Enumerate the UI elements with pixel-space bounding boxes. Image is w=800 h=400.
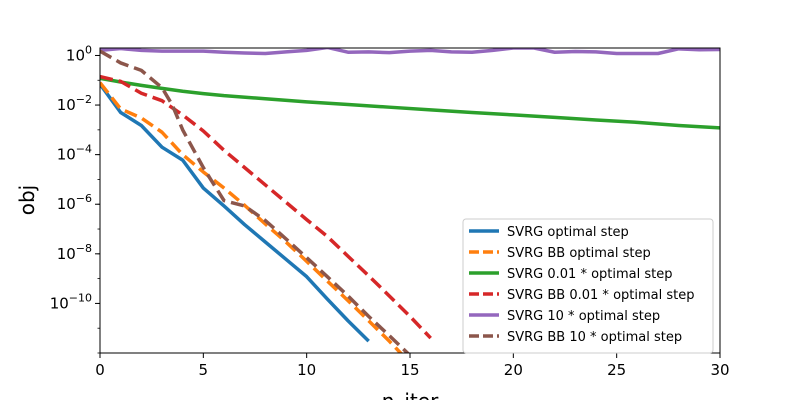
legend-label-0: SVRG optimal step xyxy=(507,225,629,240)
y-tick-label: 10−2 xyxy=(57,93,92,114)
y-tick-label: 10−10 xyxy=(50,291,92,312)
legend-label-5: SVRG BB 10 * optimal step xyxy=(507,330,682,345)
x-tick-label: 10 xyxy=(297,361,316,379)
legend-box xyxy=(462,218,714,354)
series-layer xyxy=(100,48,720,353)
y-axis: 100 10−2 10−4 10−6 10−8 10−10 xyxy=(50,43,100,354)
series-line-5 xyxy=(100,49,411,353)
y-tick-label: 10−6 xyxy=(57,192,92,213)
y-tick-label: 10−8 xyxy=(57,242,92,263)
series-line-2 xyxy=(100,76,720,130)
x-tick-label: 5 xyxy=(199,361,209,379)
legend-label-1: SVRG BB optimal step xyxy=(507,246,651,261)
series-line-3 xyxy=(100,74,432,340)
legend-label-3: SVRG BB 0.01 * optimal step xyxy=(507,288,694,303)
y-tick-label: 10−4 xyxy=(57,143,92,164)
legend: SVRG optimal step SVRG BB optimal step SVR… xyxy=(462,218,714,354)
legend-label-4: SVRG 10 * optimal step xyxy=(507,309,660,324)
x-tick-label: 0 xyxy=(95,361,105,379)
x-tick-label: 25 xyxy=(607,361,626,379)
series-line-1 xyxy=(100,81,404,353)
x-tick-label: 20 xyxy=(504,361,523,379)
series-line-4 xyxy=(100,48,720,56)
x-tick-label: 30 xyxy=(710,361,729,379)
y-axis-label: obj xyxy=(15,185,39,216)
x-tick-label: 15 xyxy=(400,361,419,379)
x-axis-label: n_iter xyxy=(382,389,439,400)
y-tick-label: 100 xyxy=(66,43,92,64)
legend-label-2: SVRG 0.01 * optimal step xyxy=(507,267,673,282)
series-line-0 xyxy=(100,83,370,343)
x-axis: 0 5 10 15 20 25 30 xyxy=(95,353,730,379)
